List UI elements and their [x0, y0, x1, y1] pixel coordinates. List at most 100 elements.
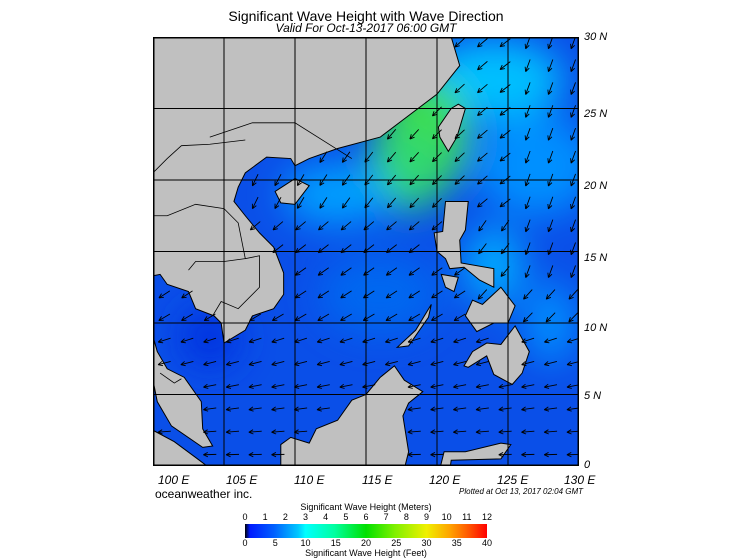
wave-direction-arrow — [407, 429, 421, 435]
wave-direction-arrow — [225, 452, 240, 458]
wave-direction-arrow — [316, 383, 330, 389]
wave-direction-arrow — [317, 244, 329, 254]
wave-direction-arrow — [475, 360, 489, 367]
colorbar-tick-meters: 11 — [462, 512, 472, 522]
country-border — [153, 203, 225, 217]
wave-direction-arrow — [477, 129, 488, 139]
wave-direction-arrow — [363, 221, 375, 231]
land-visayas — [464, 286, 516, 333]
wave-direction-arrow — [547, 150, 554, 164]
wave-direction-arrow — [430, 337, 444, 344]
wave-direction-arrow — [477, 198, 488, 208]
wave-direction-arrow — [339, 383, 353, 389]
land-mindanao — [463, 324, 530, 386]
land-luzon — [433, 200, 495, 289]
wave-direction-arrow — [386, 197, 397, 209]
wave-height-area — [476, 115, 579, 216]
wave-direction-arrow — [570, 150, 576, 164]
wave-direction-arrow — [431, 290, 443, 299]
wave-direction-arrow — [454, 37, 465, 48]
wave-direction-arrow — [570, 82, 576, 95]
lat-label: 20 N — [584, 180, 608, 192]
wave-direction-arrow — [362, 360, 376, 367]
country-border — [188, 258, 246, 271]
wave-direction-arrow — [524, 82, 531, 95]
wave-direction-arrow — [453, 337, 467, 344]
wave-direction-arrow — [157, 337, 171, 344]
wave-direction-arrow — [386, 244, 397, 254]
wave-direction-arrow — [543, 429, 558, 435]
wave-direction-arrow — [203, 406, 217, 412]
wave-direction-arrow — [499, 107, 511, 116]
wave-direction-arrow — [317, 313, 330, 322]
colorbar-tick-feet: 40 — [481, 538, 492, 548]
wave-direction-arrow — [316, 360, 330, 367]
wave-direction-arrow — [477, 106, 488, 116]
wave-direction-arrow — [545, 312, 556, 323]
wave-direction-arrow — [454, 129, 465, 140]
wave-direction-arrow — [408, 313, 421, 322]
colorbar-tick-feet: 0 — [242, 538, 248, 548]
lon-label: 110 E — [294, 473, 325, 487]
colorbar — [245, 524, 487, 538]
wave-direction-arrow — [453, 406, 467, 412]
wave-direction-arrow — [524, 59, 531, 73]
wave-direction-arrow — [225, 429, 240, 435]
wave-direction-arrow — [498, 383, 512, 389]
wave-direction-arrow — [294, 267, 307, 276]
wave-direction-arrow — [158, 313, 171, 322]
colorbar-tick-meters: 3 — [302, 512, 308, 522]
wave-direction-arrow — [294, 290, 307, 299]
wave-direction-arrow — [477, 83, 488, 94]
wave-direction-arrow — [319, 174, 328, 186]
wave-direction-arrow — [272, 221, 284, 231]
wave-direction-arrow — [453, 290, 466, 299]
wave-direction-arrow — [294, 313, 307, 322]
wave-direction-arrow — [454, 267, 466, 276]
wave-direction-arrow — [431, 106, 442, 117]
wave-direction-arrow — [431, 197, 442, 208]
wave-direction-arrow — [271, 360, 285, 367]
wave-direction-arrow — [364, 174, 374, 186]
wave-direction-arrow — [431, 175, 442, 186]
wave-direction-arrow — [431, 129, 442, 140]
wave-direction-arrow — [362, 383, 376, 389]
wave-direction-arrow — [203, 429, 217, 435]
wave-direction-arrow — [271, 383, 285, 389]
wave-direction-arrow — [475, 337, 489, 344]
wave-direction-arrow — [341, 151, 351, 163]
wave-direction-arrow — [157, 429, 171, 435]
wave-direction-arrow — [524, 37, 531, 50]
wave-direction-arrow — [181, 313, 193, 322]
wave-direction-arrow — [547, 127, 554, 141]
wave-direction-arrow — [523, 289, 533, 300]
wave-direction-arrow — [203, 313, 216, 322]
country-border — [159, 372, 182, 384]
wave-direction-arrow — [248, 383, 262, 389]
wave-direction-arrow — [340, 244, 352, 254]
wave-direction-arrow — [499, 129, 511, 139]
colorbar-tick-meters: 2 — [282, 512, 288, 522]
wave-direction-arrow — [478, 220, 487, 232]
wave-direction-arrow — [543, 452, 558, 458]
colorbar-tick-meters: 12 — [481, 512, 492, 522]
wave-direction-arrow — [386, 221, 397, 231]
wave-direction-arrow — [274, 196, 282, 209]
colorbar-tick-feet: 35 — [451, 538, 462, 548]
wave-direction-arrow — [158, 290, 171, 299]
wave-direction-arrow — [498, 429, 512, 435]
wave-direction-arrow — [408, 221, 420, 231]
colorbar-tick-meters: 8 — [403, 512, 409, 522]
wave-direction-arrow — [545, 289, 556, 300]
wave-direction-arrow — [225, 406, 240, 412]
colorbar-tick-feet: 30 — [421, 538, 432, 548]
wave-direction-arrow — [407, 337, 421, 344]
wave-direction-arrow — [570, 127, 576, 141]
lat-label: 5 N — [584, 390, 602, 402]
wave-direction-arrow — [430, 406, 444, 412]
wave-direction-arrow — [477, 152, 488, 162]
wave-direction-arrow — [319, 151, 328, 163]
wave-direction-arrow — [409, 197, 420, 209]
chart-title: Significant Wave Height with Wave Direct… — [228, 8, 504, 24]
colorbar-tick-meters: 0 — [242, 512, 248, 522]
